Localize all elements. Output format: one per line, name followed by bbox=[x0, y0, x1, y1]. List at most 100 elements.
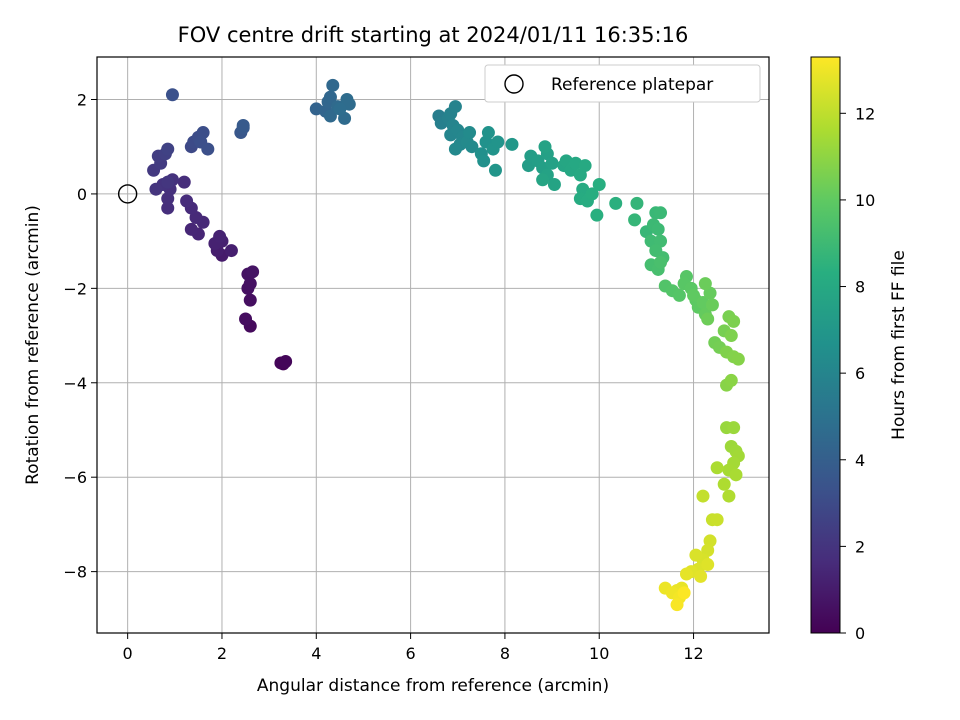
data-point bbox=[701, 312, 715, 326]
data-point bbox=[609, 196, 623, 210]
data-point bbox=[333, 102, 347, 116]
data-point bbox=[547, 177, 561, 191]
legend-box bbox=[484, 64, 761, 103]
data-point bbox=[698, 277, 712, 291]
data-point bbox=[481, 126, 495, 140]
colorbar-label: Hours from first FF file bbox=[889, 250, 909, 440]
data-point bbox=[224, 244, 238, 258]
x-axis-label: Angular distance from reference (arcmin) bbox=[257, 676, 609, 696]
x-tick-label: 2 bbox=[217, 644, 227, 663]
data-point bbox=[694, 569, 708, 583]
data-point bbox=[724, 329, 738, 343]
data-point bbox=[161, 201, 175, 215]
data-point bbox=[149, 182, 163, 196]
data-point bbox=[654, 255, 668, 269]
x-tick-label: 0 bbox=[123, 644, 133, 663]
colorbar-gradient bbox=[810, 56, 841, 634]
data-point bbox=[592, 177, 606, 191]
data-point bbox=[239, 312, 253, 326]
colorbar-ticks: 0 2 4 6 8 10 12 bbox=[840, 104, 875, 643]
legend-marker-reference bbox=[504, 74, 524, 94]
data-point bbox=[465, 140, 479, 154]
data-point bbox=[578, 159, 592, 173]
data-point bbox=[180, 194, 194, 208]
data-point bbox=[677, 586, 691, 600]
colorbar-tick-label: 8 bbox=[855, 278, 865, 297]
data-point bbox=[491, 135, 505, 149]
y-axis-label: Rotation from reference (arcmin) bbox=[23, 205, 43, 485]
data-point bbox=[326, 78, 340, 92]
data-point bbox=[463, 126, 477, 140]
data-point bbox=[687, 288, 701, 302]
chart-title: FOV centre drift starting at 2024/01/11 … bbox=[178, 23, 689, 47]
data-point bbox=[323, 109, 337, 123]
legend-entry-reference: Reference platepar bbox=[551, 75, 713, 95]
colorbar-tick-label: 0 bbox=[855, 624, 865, 643]
data-point bbox=[184, 222, 198, 236]
x-tick-label: 4 bbox=[311, 644, 321, 663]
y-axis-ticks: 2 0 −2 −4 −6 −8 bbox=[63, 90, 97, 582]
y-tick-label: −6 bbox=[63, 468, 87, 487]
data-point bbox=[729, 468, 743, 482]
scatter-points bbox=[147, 78, 745, 612]
x-axis-ticks: 0 2 4 6 8 10 12 bbox=[123, 633, 704, 663]
y-tick-label: 2 bbox=[77, 90, 87, 109]
legend: Reference platepar bbox=[484, 64, 761, 103]
data-point bbox=[710, 461, 724, 475]
data-point bbox=[628, 213, 642, 227]
data-point bbox=[177, 175, 191, 189]
colorbar-tick-label: 12 bbox=[855, 104, 875, 123]
data-point bbox=[161, 175, 175, 189]
data-point bbox=[505, 137, 519, 151]
data-point bbox=[201, 142, 215, 156]
data-point bbox=[727, 421, 741, 435]
data-point bbox=[243, 293, 257, 307]
data-point bbox=[630, 196, 644, 210]
plot-frame bbox=[96, 56, 770, 634]
y-tick-label: −8 bbox=[63, 563, 87, 582]
data-point bbox=[538, 140, 552, 154]
data-point bbox=[679, 567, 693, 581]
data-point bbox=[165, 88, 179, 102]
y-tick-label: −4 bbox=[63, 374, 87, 393]
x-tick-label: 10 bbox=[589, 644, 609, 663]
data-point bbox=[717, 477, 731, 491]
data-point bbox=[651, 222, 665, 236]
data-point bbox=[236, 118, 250, 132]
data-point bbox=[448, 142, 462, 156]
grid-lines bbox=[97, 57, 769, 633]
reference-platepar-marker bbox=[117, 184, 138, 204]
data-point bbox=[585, 187, 599, 201]
data-point bbox=[696, 489, 710, 503]
data-point bbox=[731, 352, 745, 366]
data-point bbox=[477, 154, 491, 168]
data-point bbox=[279, 355, 293, 369]
data-point bbox=[705, 298, 719, 312]
data-point bbox=[213, 229, 227, 243]
data-point bbox=[689, 548, 703, 562]
colorbar-tick-label: 10 bbox=[855, 191, 875, 210]
data-point bbox=[536, 173, 550, 187]
colorbar-tick-label: 4 bbox=[855, 451, 865, 470]
x-tick-label: 12 bbox=[683, 644, 703, 663]
data-point bbox=[710, 513, 724, 527]
colorbar-tick-label: 2 bbox=[855, 537, 865, 556]
data-point bbox=[488, 163, 502, 177]
data-point bbox=[722, 489, 736, 503]
data-point bbox=[724, 373, 738, 387]
data-point bbox=[161, 142, 175, 156]
y-tick-label: −2 bbox=[63, 279, 87, 298]
colorbar: 0 2 4 6 8 10 12 Hours from first FF file bbox=[810, 56, 909, 643]
data-point bbox=[590, 208, 604, 222]
data-point bbox=[727, 314, 741, 328]
x-tick-label: 6 bbox=[406, 644, 416, 663]
data-point bbox=[448, 100, 462, 114]
y-tick-label: 0 bbox=[77, 185, 87, 204]
data-point bbox=[654, 206, 668, 220]
data-point bbox=[545, 156, 559, 170]
data-point bbox=[672, 288, 686, 302]
data-point bbox=[246, 265, 260, 279]
data-point bbox=[323, 90, 337, 104]
x-tick-label: 8 bbox=[500, 644, 510, 663]
